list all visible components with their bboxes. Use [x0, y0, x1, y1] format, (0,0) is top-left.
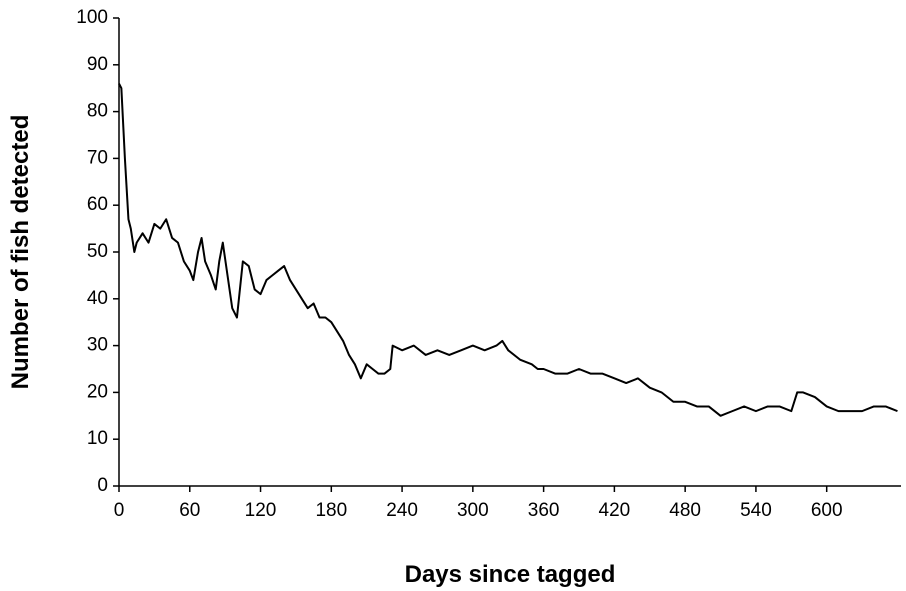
- x-tick-label: 60: [179, 500, 200, 521]
- y-tick-label: 30: [87, 335, 108, 356]
- y-tick-label: 60: [87, 194, 108, 215]
- x-tick-label: 240: [386, 500, 418, 521]
- x-tick-label: 540: [740, 500, 772, 521]
- y-tick-label: 0: [97, 475, 108, 496]
- y-tick-label: 100: [76, 7, 108, 28]
- x-tick-label: 360: [528, 500, 560, 521]
- data-line: [118, 83, 898, 417]
- y-axis-title: Number of fish detected: [7, 115, 34, 390]
- y-tick-label: 20: [87, 381, 108, 402]
- y-tick-label: 40: [87, 288, 108, 309]
- y-tick-label: 10: [87, 428, 108, 449]
- y-tick-label: 90: [87, 54, 108, 75]
- x-tick-label: 300: [457, 500, 489, 521]
- x-tick-label: 120: [245, 500, 277, 521]
- y-tick-label: 70: [87, 147, 108, 168]
- x-tick-label: 420: [599, 500, 631, 521]
- y-tick-label: 50: [87, 241, 108, 262]
- x-tick-label: 180: [315, 500, 347, 521]
- x-tick-label: 600: [811, 500, 843, 521]
- x-tick-label: 480: [669, 500, 701, 521]
- y-tick-label: 80: [87, 101, 108, 122]
- x-axis-title: Days since tagged: [405, 561, 616, 588]
- x-tick-label: 0: [114, 500, 125, 521]
